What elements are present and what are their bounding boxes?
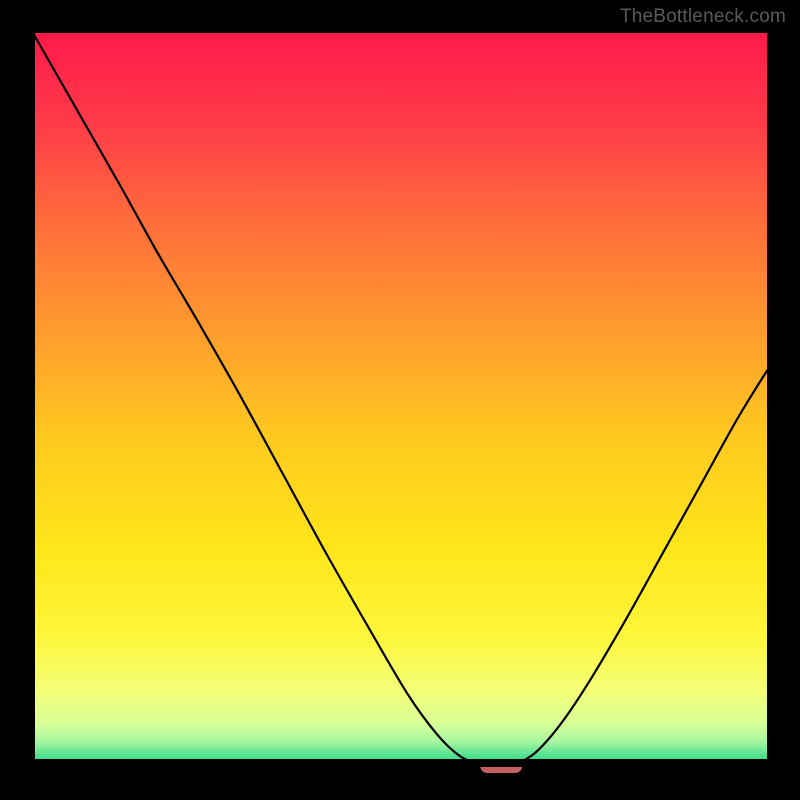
bottleneck-chart [0, 0, 800, 800]
chart-background [33, 33, 767, 767]
watermark-text: TheBottleneck.com [620, 6, 786, 28]
